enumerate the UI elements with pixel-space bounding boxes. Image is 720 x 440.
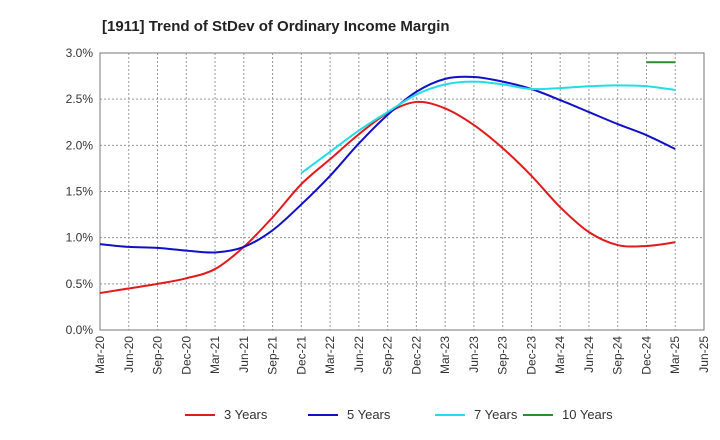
y-tick-label: 0.5% <box>66 277 94 291</box>
x-tick-label: Jun-20 <box>122 336 136 373</box>
x-tick-label: Sep-21 <box>266 336 280 375</box>
x-tick-label: Dec-20 <box>179 336 193 375</box>
x-tick-label: Dec-23 <box>524 336 538 375</box>
x-tick-label: Jun-25 <box>697 336 711 373</box>
y-tick-label: 0.0% <box>66 323 94 337</box>
y-axis: 0.0% 0.5% 1.0% 1.5% 2.0% 2.5% 3.0% <box>66 46 94 337</box>
plot-area <box>99 52 705 331</box>
series-line-7-years <box>300 80 676 174</box>
x-tick-label: Mar-24 <box>553 336 567 374</box>
y-tick-label: 3.0% <box>66 46 94 60</box>
grid <box>100 53 704 330</box>
x-tick-label: Sep-24 <box>611 336 625 375</box>
series-line-5-years <box>99 75 676 254</box>
y-tick-label: 1.5% <box>66 185 94 199</box>
x-tick-label: Mar-23 <box>438 336 452 374</box>
x-tick-label: Sep-22 <box>381 336 395 375</box>
x-tick-label: Mar-20 <box>93 336 107 374</box>
legend: 3 Years 5 Years 7 Years 10 Years <box>185 407 613 422</box>
x-tick-label: Dec-21 <box>294 336 308 375</box>
x-tick-label: Jun-22 <box>352 336 366 373</box>
x-tick-label: Jun-23 <box>467 336 481 373</box>
x-tick-label: Mar-21 <box>208 336 222 374</box>
x-tick-label: Jun-24 <box>582 336 596 373</box>
x-tick-label: Mar-25 <box>668 336 682 374</box>
legend-label-7-years: 7 Years <box>474 407 518 422</box>
x-tick-label: Jun-21 <box>237 336 251 373</box>
legend-label-3-years: 3 Years <box>224 407 268 422</box>
x-tick-label: Dec-24 <box>639 336 653 375</box>
x-tick-label: Sep-20 <box>151 336 165 375</box>
x-tick-label: Mar-22 <box>323 336 337 374</box>
chart-title: [1911] Trend of StDev of Ordinary Income… <box>102 18 450 35</box>
x-tick-label: Sep-23 <box>496 336 510 375</box>
y-tick-label: 2.0% <box>66 138 94 152</box>
y-tick-label: 1.0% <box>66 231 94 245</box>
legend-label-10-years: 10 Years <box>562 407 613 422</box>
x-axis: Mar-20 Jun-20 Sep-20 Dec-20 Mar-21 Jun-21 Sep-… <box>93 336 711 375</box>
series-lines <box>99 61 676 295</box>
x-tick-label: Dec-22 <box>409 336 423 375</box>
legend-label-5-years: 5 Years <box>347 407 391 422</box>
y-tick-label: 2.5% <box>66 92 94 106</box>
